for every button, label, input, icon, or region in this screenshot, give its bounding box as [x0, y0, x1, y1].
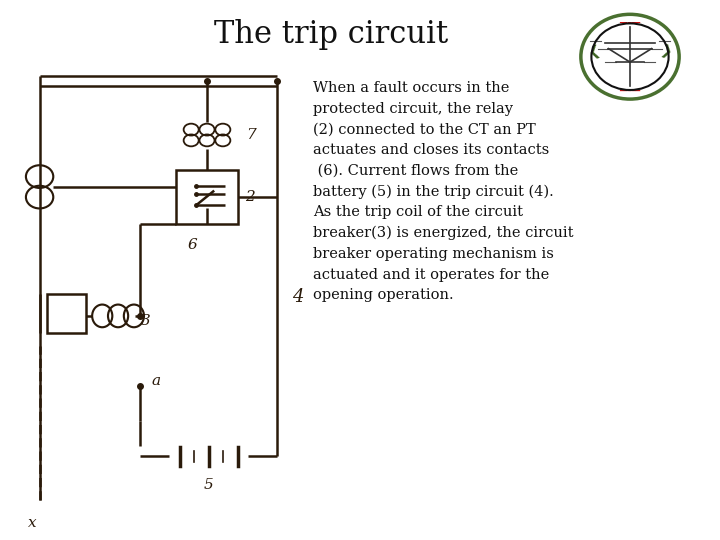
Text: 5: 5 — [204, 478, 214, 492]
Text: 3: 3 — [140, 314, 150, 328]
Text: 4: 4 — [292, 288, 303, 306]
Text: 6: 6 — [188, 238, 197, 252]
Text: ❯: ❯ — [659, 43, 673, 59]
Bar — [176, 170, 238, 224]
Text: x: x — [28, 516, 37, 530]
Text: When a fault occurs in the
protected circuit, the relay
(2) connected to the CT : When a fault occurs in the protected cir… — [313, 81, 574, 302]
Text: a: a — [151, 374, 161, 388]
Text: ━━━━━: ━━━━━ — [619, 87, 641, 94]
Text: 7: 7 — [246, 128, 256, 142]
Text: ❮: ❮ — [587, 43, 601, 59]
Text: 2: 2 — [245, 190, 255, 204]
Text: ━━━━━: ━━━━━ — [619, 19, 641, 26]
Text: The trip circuit: The trip circuit — [214, 19, 449, 50]
Bar — [47, 294, 86, 333]
